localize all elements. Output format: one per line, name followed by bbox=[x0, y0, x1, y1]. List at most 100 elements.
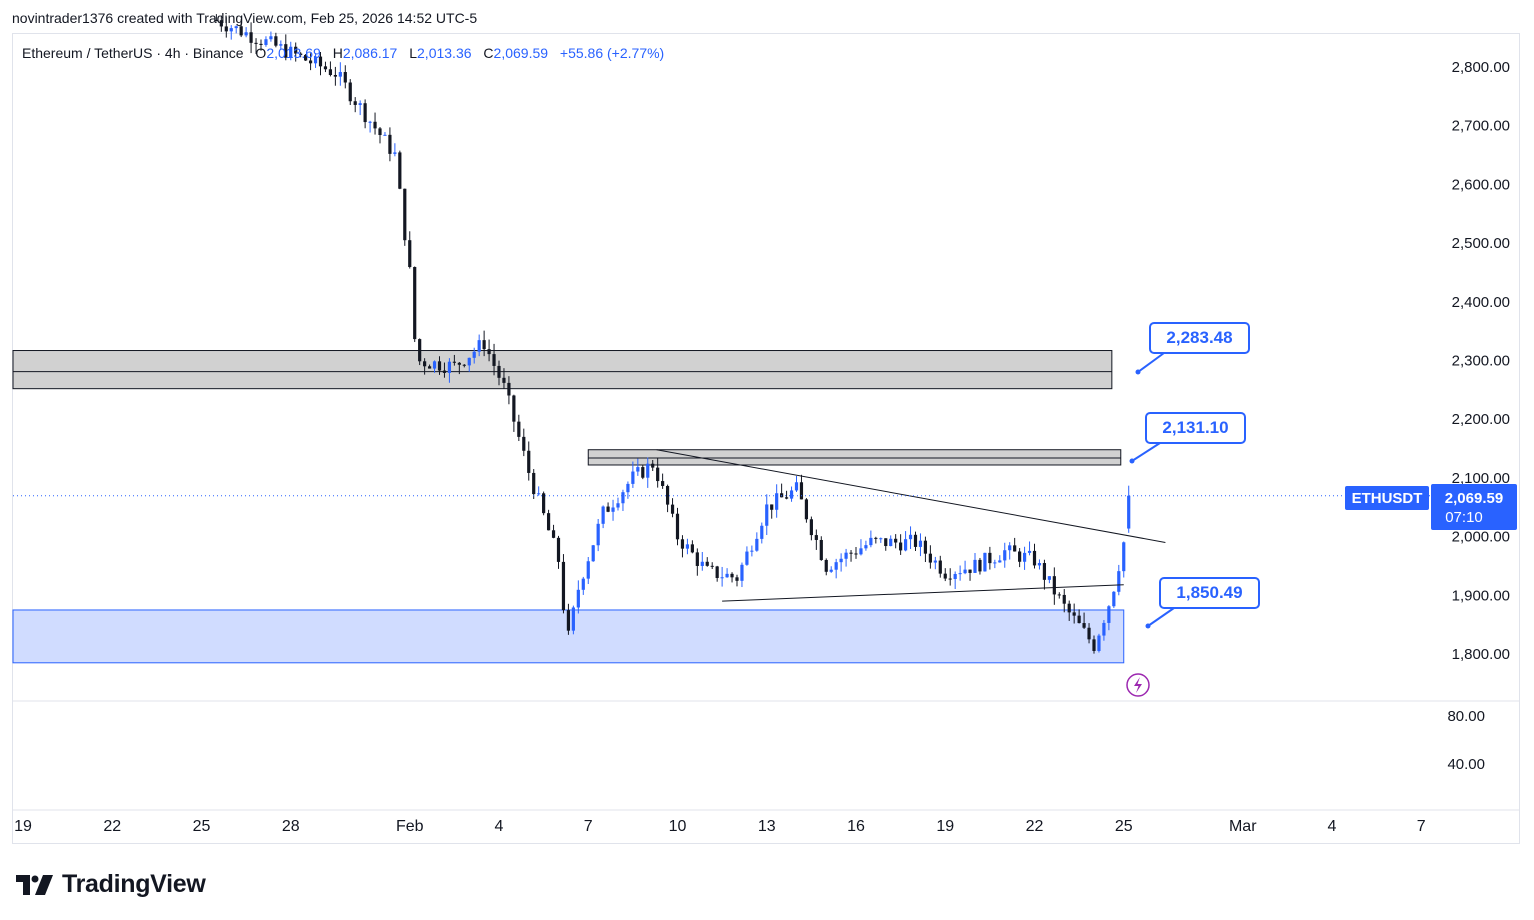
candle-body bbox=[576, 589, 580, 608]
candle-body bbox=[1102, 622, 1106, 636]
trendlines-layer bbox=[656, 449, 1166, 602]
price-label: 2,069.59 bbox=[1445, 490, 1503, 507]
candle-body bbox=[641, 467, 645, 478]
candle-body bbox=[725, 573, 729, 578]
candle-body bbox=[819, 539, 823, 560]
candle-body bbox=[899, 542, 903, 551]
time-tick-label: 28 bbox=[282, 818, 300, 835]
price-callout[interactable]: 2,131.10 bbox=[1129, 412, 1246, 464]
candle-body bbox=[918, 540, 923, 547]
symbol-name[interactable]: Ethereum / TetherUS · 4h · Binance bbox=[22, 45, 244, 61]
tradingview-logo[interactable]: TradingView bbox=[16, 870, 206, 899]
price-callout[interactable]: 1,850.49 bbox=[1145, 577, 1260, 629]
candle-body bbox=[418, 339, 422, 362]
candle-body bbox=[437, 361, 442, 371]
callout-box bbox=[1159, 577, 1260, 609]
candle-body bbox=[234, 26, 238, 29]
candle-body bbox=[631, 471, 635, 484]
candle-body bbox=[1042, 563, 1047, 580]
candle-body bbox=[983, 552, 987, 572]
candle-body bbox=[998, 560, 1002, 563]
callout-label: 1,850.49 bbox=[1176, 583, 1242, 602]
change-value: +55.86 (+2.77%) bbox=[559, 45, 665, 61]
price-callout[interactable]: 2,283.48 bbox=[1135, 322, 1250, 375]
candle-body bbox=[839, 558, 843, 563]
lightning-icon[interactable] bbox=[1126, 673, 1150, 697]
candle-body bbox=[378, 128, 382, 136]
resistance-zone-upper[interactable] bbox=[12, 350, 1113, 390]
candle-body bbox=[854, 553, 858, 555]
candle-body bbox=[908, 534, 913, 540]
candle-body bbox=[789, 490, 794, 499]
candle-body bbox=[745, 551, 749, 565]
candle-body bbox=[442, 370, 447, 373]
candle-body bbox=[284, 44, 288, 58]
candle-body bbox=[636, 467, 640, 472]
candle-body bbox=[532, 472, 536, 495]
callout-anchor bbox=[1145, 623, 1151, 629]
candle-body bbox=[462, 364, 466, 366]
candle-body bbox=[507, 382, 511, 396]
candle-body bbox=[512, 395, 516, 422]
candle-body bbox=[750, 550, 754, 552]
candle-body bbox=[611, 507, 615, 512]
candle-body bbox=[695, 552, 699, 566]
close-value: 2,069.59 bbox=[493, 45, 549, 61]
candle-body bbox=[1047, 576, 1051, 580]
candle-body bbox=[1027, 550, 1032, 553]
price-tick-label: 2,800.00 bbox=[1452, 59, 1510, 76]
last-price-tag: ETHUSDT 2,069.59 07:10 bbox=[1345, 484, 1517, 530]
candle-body bbox=[923, 540, 928, 554]
price-axis: 2,800.00 2,700.00 2,600.00 2,500.00 2,400.00… bbox=[1452, 59, 1510, 663]
candle-body bbox=[884, 538, 888, 547]
candle-body bbox=[517, 421, 521, 437]
time-tick-label: 19 bbox=[936, 818, 954, 835]
candle-body bbox=[869, 537, 873, 546]
candle-body bbox=[308, 60, 313, 64]
candle-body bbox=[254, 42, 258, 44]
descending-trendline[interactable] bbox=[656, 449, 1166, 543]
candle-body bbox=[661, 481, 665, 486]
candle-body bbox=[794, 482, 799, 491]
candle-body bbox=[1097, 635, 1101, 651]
candle-body bbox=[988, 552, 992, 564]
time-tick-label: 7 bbox=[584, 818, 593, 835]
candle-body bbox=[452, 361, 456, 363]
candle-body bbox=[968, 569, 972, 573]
candle-body bbox=[601, 506, 605, 524]
time-tick-label: 10 bbox=[669, 818, 687, 835]
time-axis: 19 22 25 28 Feb 4 7 10 13 16 19 22 25 Mar 4 7 bbox=[14, 818, 1426, 835]
candle-body bbox=[224, 26, 228, 32]
candle-body bbox=[646, 463, 650, 478]
candle-body bbox=[948, 578, 952, 580]
candle-body bbox=[556, 537, 561, 562]
candle-body bbox=[368, 121, 372, 123]
candle-body bbox=[348, 82, 352, 102]
high-value: 2,086.17 bbox=[342, 45, 398, 61]
candle-body bbox=[1008, 545, 1012, 551]
candle-body bbox=[665, 485, 670, 505]
candle-body bbox=[809, 519, 813, 536]
bar-countdown: 07:10 bbox=[1445, 509, 1483, 526]
candle-body bbox=[304, 54, 308, 61]
candle-body bbox=[432, 361, 437, 369]
volume-tick-label: 40.00 bbox=[1447, 756, 1485, 773]
candle-body bbox=[680, 539, 685, 549]
candle-body bbox=[1052, 576, 1056, 595]
time-tick-label: 13 bbox=[758, 818, 776, 835]
candle-body bbox=[571, 607, 575, 631]
candle-body bbox=[581, 578, 585, 590]
candle-body bbox=[551, 530, 556, 538]
candle-body bbox=[527, 450, 531, 473]
candle-body bbox=[353, 101, 357, 105]
candle-body bbox=[720, 577, 724, 579]
candle-body bbox=[363, 103, 367, 123]
candle-body bbox=[586, 561, 590, 579]
ascending-trendline[interactable] bbox=[722, 584, 1124, 602]
candle-body bbox=[328, 69, 333, 75]
low-value: 2,013.36 bbox=[417, 45, 472, 61]
candle-body bbox=[294, 46, 298, 54]
chart-frame bbox=[12, 33, 1520, 844]
candle-body bbox=[546, 513, 551, 531]
